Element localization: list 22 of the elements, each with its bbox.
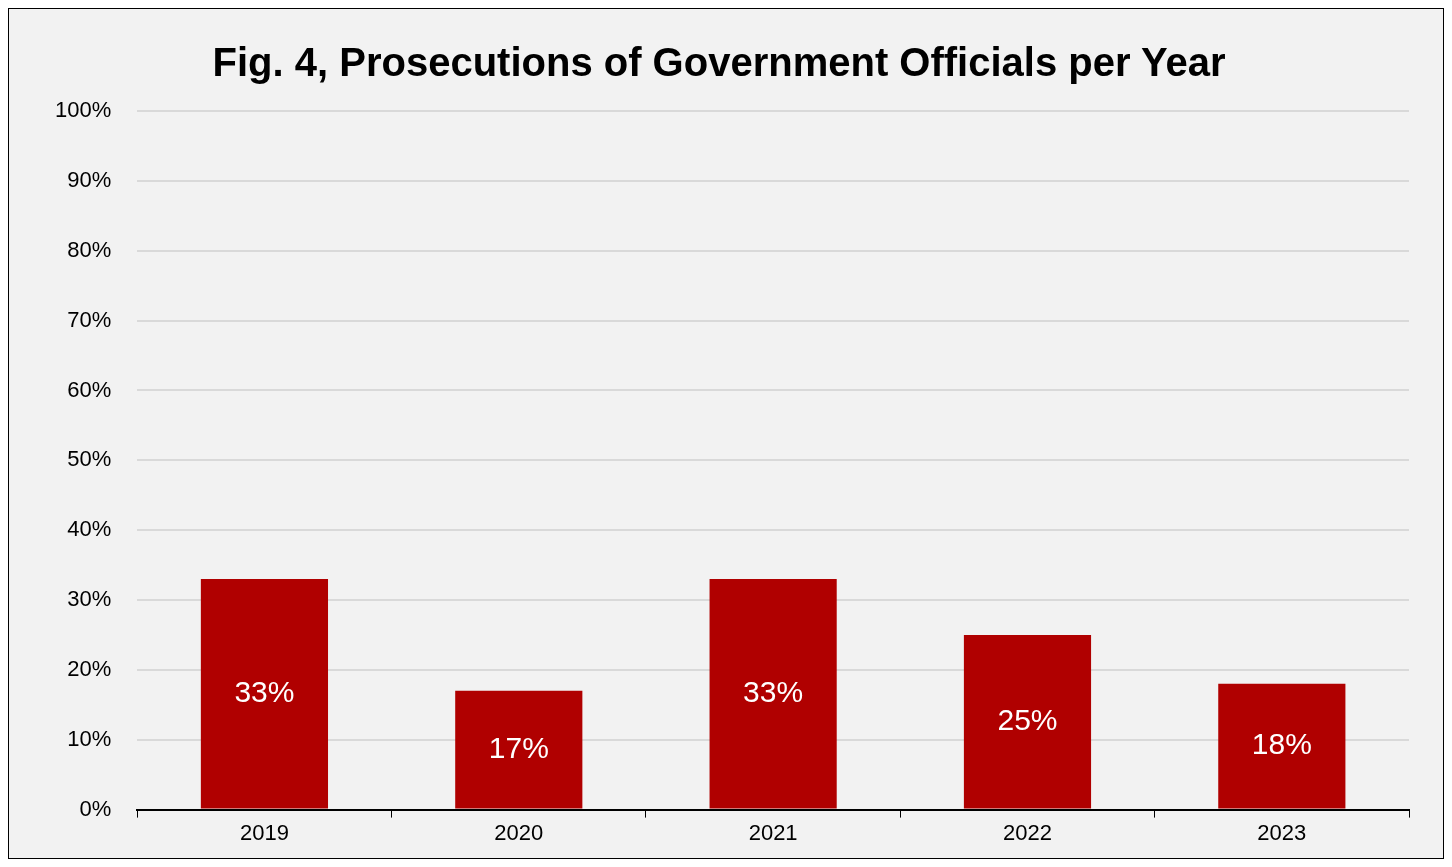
data-label: 17%	[488, 730, 549, 764]
data-label: 18%	[1251, 727, 1312, 761]
chart-title: Fig. 4, Prosecutions of Government Officials per Year	[212, 40, 1226, 85]
y-tick-label: 30%	[67, 586, 112, 612]
data-label: 33%	[234, 675, 295, 709]
y-tick-label: 90%	[67, 166, 112, 192]
x-tick-label: 2019	[239, 819, 289, 845]
x-tick-label: 2023	[1257, 819, 1307, 845]
x-tick-label: 2020	[494, 819, 544, 845]
y-tick-label: 0%	[79, 795, 112, 821]
y-tick-label: 50%	[67, 446, 112, 472]
y-tick-label: 20%	[67, 655, 112, 681]
x-tick-label: 2022	[1003, 819, 1052, 845]
data-label: 33%	[743, 675, 804, 709]
y-tick-label: 40%	[67, 516, 112, 542]
y-tick-label: 80%	[67, 236, 112, 262]
y-tick-label: 60%	[67, 376, 112, 402]
y-tick-label: 70%	[67, 306, 112, 332]
y-tick-label: 100%	[54, 97, 112, 123]
y-tick-label: 10%	[67, 725, 112, 751]
x-tick-label: 2021	[748, 819, 798, 845]
data-label: 25%	[997, 703, 1058, 737]
